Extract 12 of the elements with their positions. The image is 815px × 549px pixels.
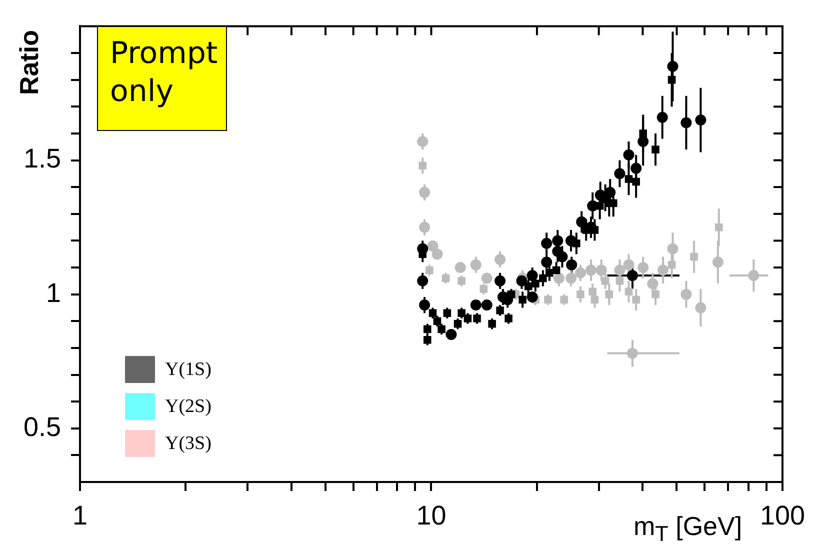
legend-label: Υ(2S) bbox=[165, 396, 212, 418]
x-tick-label: 10 bbox=[416, 500, 446, 531]
annotation: Prompt only bbox=[97, 26, 227, 131]
x-tick-label: 1 bbox=[72, 500, 88, 531]
legend-label: Υ(1S) bbox=[165, 358, 212, 380]
x-tick-label: 100 bbox=[760, 500, 806, 531]
y-tick-label: 0.5 bbox=[23, 412, 61, 442]
x-axis-title: m$_{T}$ [GeV] bbox=[633, 510, 742, 547]
y-tick-label: 1 bbox=[46, 278, 61, 308]
y-axis-title: Ratio bbox=[14, 30, 45, 96]
y-tick-label: 1.5 bbox=[23, 144, 61, 174]
legend-label: Υ(3S) bbox=[165, 432, 212, 454]
